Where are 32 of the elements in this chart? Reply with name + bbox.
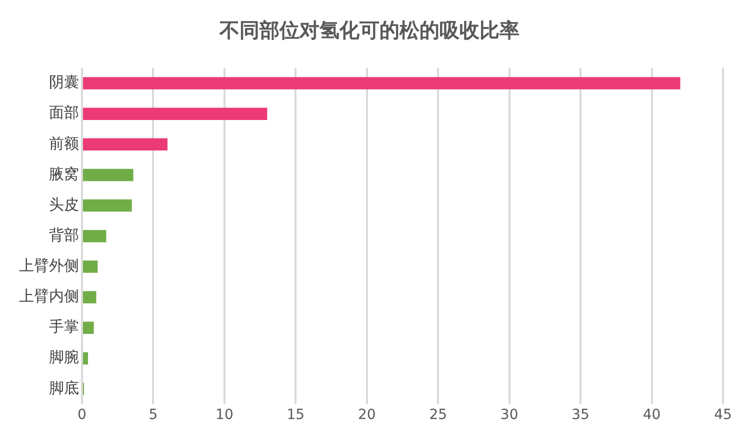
bar: [83, 168, 134, 182]
y-tick-label: 腋窝: [49, 164, 79, 183]
x-tick-label: 40: [642, 407, 661, 424]
x-tick-label: 15: [286, 407, 305, 424]
y-tick-label: 头皮: [49, 195, 79, 214]
bar: [83, 138, 168, 151]
bar: [83, 199, 132, 212]
bar: [83, 77, 680, 90]
bar: [83, 291, 96, 304]
bar: [83, 260, 98, 273]
x-tick-label: 25: [429, 407, 448, 424]
y-tick-label: 前额: [49, 134, 79, 152]
y-tick-label: 上臂外侧: [19, 256, 79, 275]
bar: [83, 352, 88, 364]
x-tick-label: 5: [148, 407, 158, 424]
bar: [83, 108, 268, 120]
x-tick-label: 20: [358, 407, 376, 424]
x-tick-label: 30: [500, 407, 518, 424]
y-tick-label: 脚底: [49, 378, 79, 397]
y-tick-label: 面部: [49, 104, 79, 122]
y-tick-label: 手掌: [49, 318, 79, 336]
x-tick-label: 0: [78, 407, 86, 424]
x-tick-label: 35: [572, 407, 590, 424]
bar: [83, 322, 94, 334]
x-tick-label: 45: [714, 407, 732, 424]
x-tick-label: 10: [216, 407, 234, 424]
y-tick-label: 脚腕: [49, 348, 79, 366]
y-tick-label: 背部: [49, 226, 79, 244]
y-tick-label: 上臂内侧: [19, 287, 79, 306]
y-tick-label: 阴囊: [49, 73, 79, 92]
chart-title: 不同部位对氢化可的松的吸收比率: [218, 18, 520, 42]
bar: [83, 230, 106, 242]
